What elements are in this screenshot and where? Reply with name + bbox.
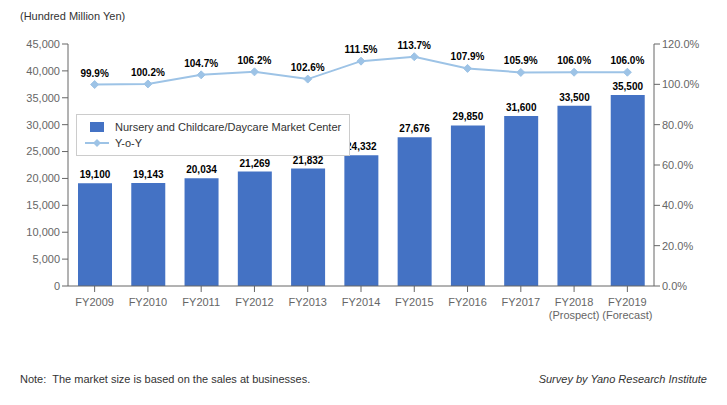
svg-text:10,000: 10,000 (26, 226, 60, 238)
html-text:Survey by Yano Research Instit: Survey by Yano Research Institute (538, 373, 707, 385)
svg-text:100.2%: 100.2% (131, 67, 165, 78)
svg-text:20,000: 20,000 (26, 172, 60, 184)
svg-text:40.0%: 40.0% (662, 199, 693, 211)
svg-text:FY2015: FY2015 (395, 296, 434, 308)
svg-text:21,269: 21,269 (240, 158, 271, 169)
svg-text:FY2018(Prospect): FY2018(Prospect) (549, 296, 600, 321)
svg-text:24,332: 24,332 (346, 141, 377, 152)
svg-text:111.5%: 111.5% (345, 44, 378, 55)
svg-text:100.0%: 100.0% (662, 78, 700, 90)
svg-text:FY2013: FY2013 (288, 296, 327, 308)
html-text:Y-o-Y: Y-o-Y (115, 137, 143, 149)
svg-text:19,100: 19,100 (80, 169, 111, 180)
html-text:(Hundred Million Yen): (Hundred Million Yen) (20, 10, 126, 22)
svg-text:29,850: 29,850 (453, 111, 484, 122)
svg-text:0.0%: 0.0% (662, 280, 687, 292)
svg-text:60.0%: 60.0% (662, 159, 693, 171)
svg-text:FY2017: FY2017 (502, 296, 541, 308)
svg-text:5,000: 5,000 (32, 253, 60, 265)
svg-text:113.7%: 113.7% (398, 40, 431, 51)
svg-text:30,000: 30,000 (26, 119, 60, 131)
svg-text:107.9%: 107.9% (451, 51, 485, 62)
svg-text:106.0%: 106.0% (610, 55, 644, 66)
svg-text:15,000: 15,000 (26, 199, 60, 211)
svg-text:27,676: 27,676 (399, 123, 430, 134)
svg-text:106.2%: 106.2% (237, 55, 271, 66)
svg-text:FY2019(Forecast): FY2019(Forecast) (602, 296, 652, 321)
svg-text:FY2010: FY2010 (129, 296, 168, 308)
svg-text:20,034: 20,034 (186, 164, 217, 175)
svg-text:21,832: 21,832 (293, 155, 324, 166)
svg-text:FY2011: FY2011 (182, 296, 220, 308)
svg-text:35,500: 35,500 (612, 81, 643, 92)
svg-text:105.9%: 105.9% (504, 55, 538, 66)
svg-text:45,000: 45,000 (26, 38, 60, 50)
svg-text:35,000: 35,000 (26, 92, 60, 104)
svg-text:31,600: 31,600 (506, 102, 537, 113)
svg-text:20.0%: 20.0% (662, 240, 693, 252)
svg-text:FY2009: FY2009 (75, 296, 114, 308)
svg-text:80.0%: 80.0% (662, 119, 693, 131)
svg-text:99.9%: 99.9% (80, 68, 108, 79)
svg-text:104.7%: 104.7% (184, 58, 218, 69)
svg-text:19,143: 19,143 (133, 169, 164, 180)
svg-text:0: 0 (54, 280, 60, 292)
svg-text:FY2014: FY2014 (342, 296, 381, 308)
html-text:Nursery and Childcare/Daycare: Nursery and Childcare/Daycare Market Cen… (115, 121, 342, 133)
svg-text:25,000: 25,000 (26, 145, 60, 157)
svg-text:FY2016: FY2016 (448, 296, 487, 308)
svg-text:120.0%: 120.0% (662, 38, 700, 50)
svg-text:33,500: 33,500 (559, 92, 590, 103)
svg-text:106.0%: 106.0% (557, 55, 591, 66)
html-text:Note: The market size is based: Note: The market size is based on the sa… (20, 373, 311, 385)
svg-text:FY2012: FY2012 (235, 296, 274, 308)
svg-text:102.6%: 102.6% (291, 62, 325, 73)
svg-text:40,000: 40,000 (26, 65, 60, 77)
